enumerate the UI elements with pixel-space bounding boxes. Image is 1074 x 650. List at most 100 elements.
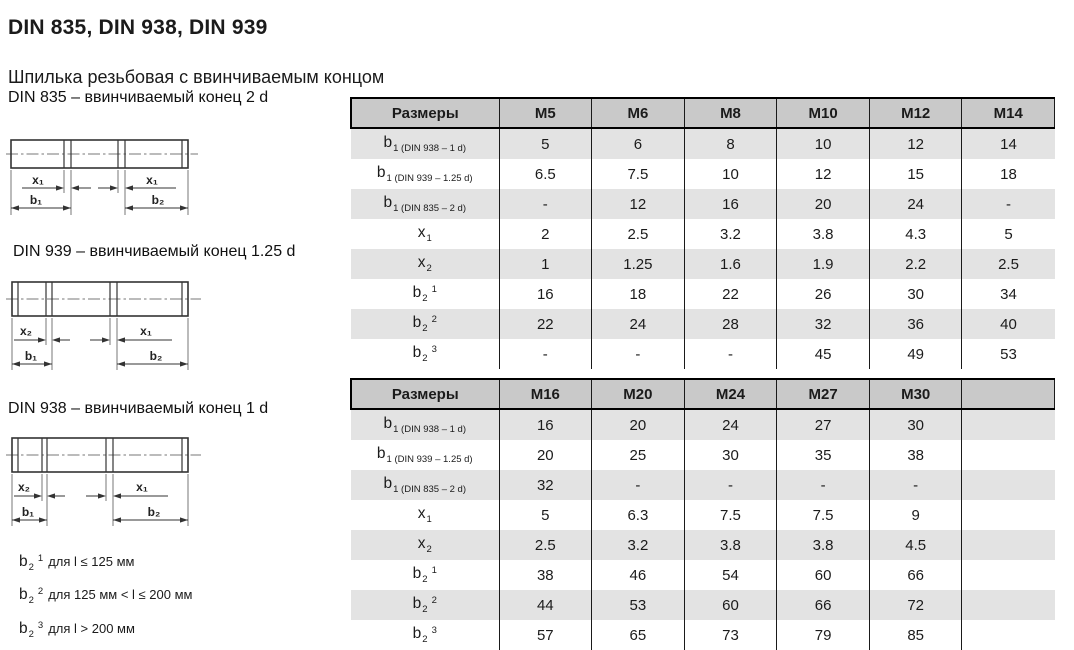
value-cell: 24 xyxy=(591,309,685,339)
value-cell: 44 xyxy=(498,590,592,620)
table-row: b22 22 24 28 32 36 40 xyxy=(351,309,1055,339)
column-header: M6 xyxy=(591,97,685,129)
label-subscript: 1 (DIN 939 – 1.25 d) xyxy=(386,173,473,184)
value-cell: 12 xyxy=(591,189,685,219)
value-cell: - xyxy=(776,470,870,500)
value-cell: 46 xyxy=(591,560,685,590)
value-cell: 73 xyxy=(683,620,777,650)
label-superscript: 3 xyxy=(431,625,437,636)
label-subscript: 2 xyxy=(422,604,428,615)
table-row: b1 (DIN 835 – 2 d) 32- - - - xyxy=(351,470,1055,500)
label-superscript: 3 xyxy=(431,344,437,355)
label-subscript: 1 (DIN 835 – 2 d) xyxy=(393,203,466,214)
label-base: b xyxy=(19,553,28,570)
value-cell: 20 xyxy=(498,440,592,470)
value-cell: 4.3 xyxy=(868,219,962,249)
table-header-row: Размеры M16 M20 M24 M27 M30 xyxy=(350,378,1056,410)
value-cell: - xyxy=(868,470,962,500)
table-row: b21 16 18 22 26 30 34 xyxy=(351,279,1055,309)
extension-lines xyxy=(11,474,189,526)
value-cell: 53 xyxy=(591,590,685,620)
footnote-b2-2: b22 для 125 мм < l ≤ 200 мм xyxy=(19,586,192,606)
value-cell: 6.5 xyxy=(498,159,592,189)
value-cell: 5 xyxy=(961,219,1055,249)
value-cell: 45 xyxy=(776,339,870,369)
value-cell: 53 xyxy=(961,339,1055,369)
row-label-cell: x2 xyxy=(351,249,499,279)
dim-label-x-right: x₁ xyxy=(146,173,158,187)
label-base: b xyxy=(383,194,393,211)
dim-label-x-right: x₁ xyxy=(136,480,148,494)
diagram-caption-din939: DIN 939 – ввинчиваемый конец 1.25 d xyxy=(13,243,296,260)
din938-stud-drawing: x₂ x₁ b₁ b₂ xyxy=(6,437,201,526)
din835-stud-drawing: x₁ x₁ b₁ b₂ xyxy=(6,139,198,215)
value-cell: 1.9 xyxy=(776,249,870,279)
value-cell: 34 xyxy=(961,279,1055,309)
footnote-b2-3: b23 для l > 200 мм xyxy=(19,620,135,640)
table-row: b1 (DIN 938 – 1 d) 16 20 24 27 30 xyxy=(351,409,1055,440)
row-label-cell: b1 (DIN 835 – 2 d) xyxy=(351,189,499,219)
value-cell: 85 xyxy=(868,620,962,650)
dim-label-x-left: x₁ xyxy=(32,173,44,187)
label-base: b xyxy=(383,475,393,492)
row-label-cell: b23 xyxy=(351,620,499,650)
dimensions-table-m16-m30: Размеры M16 M20 M24 M27 M30 b1 (DIN 938 – 1 d)… xyxy=(350,378,1056,650)
label-subscript: 2 xyxy=(426,544,432,555)
label-subscript: 2 xyxy=(422,353,428,364)
label-subscript: 2 xyxy=(422,323,428,334)
value-cell: 35 xyxy=(776,440,870,470)
footnote-text: для l ≤ 125 мм xyxy=(48,554,135,569)
page-title: DIN 835, DIN 938, DIN 939 xyxy=(8,16,268,40)
column-header: M12 xyxy=(868,97,962,129)
row-label-cell: b23 xyxy=(351,339,499,369)
value-cell: - xyxy=(591,339,685,369)
size-header-cell: Размеры xyxy=(350,97,499,129)
b-dimension-arrows xyxy=(12,361,188,367)
value-cell: - xyxy=(961,189,1055,219)
value-cell xyxy=(961,440,1055,470)
value-cell: - xyxy=(683,470,777,500)
value-cell: 28 xyxy=(683,309,777,339)
table-row: b21 38 46 54 60 66 xyxy=(351,560,1055,590)
row-label-cell: x1 xyxy=(351,500,499,530)
value-cell: - xyxy=(591,470,685,500)
value-cell: 60 xyxy=(776,560,870,590)
value-cell: 2.2 xyxy=(868,249,962,279)
footnote-text: для 125 мм < l ≤ 200 мм xyxy=(48,587,193,602)
label-base: b xyxy=(412,625,422,642)
value-cell: 3.8 xyxy=(776,530,870,560)
value-cell: 25 xyxy=(591,440,685,470)
b-dimension-arrows xyxy=(12,517,188,523)
value-cell: 24 xyxy=(683,409,777,440)
value-cell: - xyxy=(683,339,777,369)
value-cell: 57 xyxy=(498,620,592,650)
stud-body xyxy=(10,139,189,169)
thread-runout-lines xyxy=(17,438,183,472)
value-cell: 7.5 xyxy=(683,500,777,530)
value-cell: 27 xyxy=(776,409,870,440)
footnote-b2-1: b21 для l ≤ 125 мм xyxy=(19,553,134,573)
table-row: x2 2.5 3.2 3.8 3.8 4.5 xyxy=(351,530,1055,560)
value-cell: - xyxy=(498,189,592,219)
value-cell xyxy=(961,620,1055,650)
value-cell: 79 xyxy=(776,620,870,650)
value-cell: 5 xyxy=(498,500,592,530)
value-cell: 1 xyxy=(498,249,592,279)
row-label-cell: b21 xyxy=(351,279,499,309)
size-header-cell: Размеры xyxy=(350,378,499,410)
page-subtitle: Шпилька резьбовая с ввинчиваемым концом xyxy=(8,66,385,87)
value-cell: 3.2 xyxy=(591,530,685,560)
value-cell: 32 xyxy=(498,470,592,500)
label-base: x xyxy=(417,535,426,552)
value-cell: 66 xyxy=(868,560,962,590)
value-cell: 22 xyxy=(683,279,777,309)
value-cell: 10 xyxy=(776,128,870,159)
b-dimension-arrows xyxy=(11,205,188,211)
value-cell: 4.5 xyxy=(868,530,962,560)
value-cell: 5 xyxy=(498,128,592,159)
value-cell: 24 xyxy=(868,189,962,219)
label-base: b xyxy=(376,445,386,462)
table-header-row: Размеры M5 M6 M8 M10 M12 M14 xyxy=(350,97,1056,129)
value-cell: 3.2 xyxy=(683,219,777,249)
dim-label-x-left: x₂ xyxy=(20,324,32,338)
